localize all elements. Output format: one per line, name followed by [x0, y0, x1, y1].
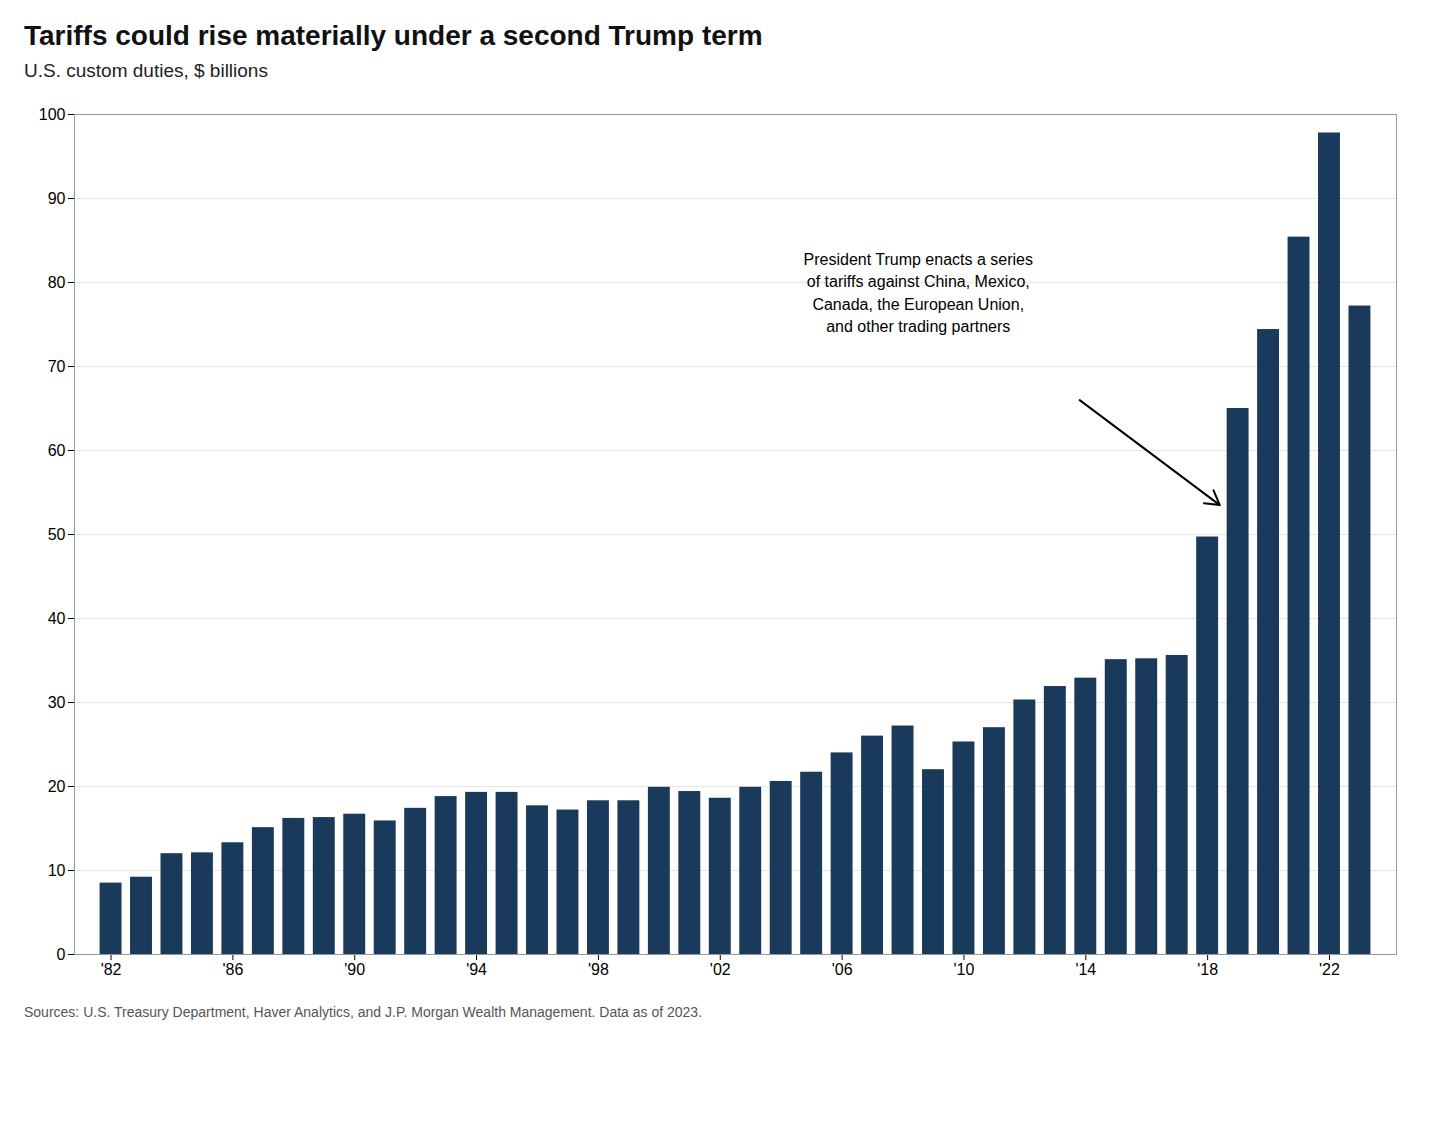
svg-text:'22: '22	[1319, 961, 1340, 978]
svg-text:'90: '90	[344, 961, 365, 978]
svg-text:90: 90	[48, 190, 66, 207]
svg-text:'82: '82	[101, 961, 122, 978]
svg-text:'86: '86	[222, 961, 243, 978]
svg-text:50: 50	[48, 526, 66, 543]
svg-text:0: 0	[57, 946, 66, 963]
svg-text:30: 30	[48, 694, 66, 711]
svg-text:President Trump enacts a serie: President Trump enacts a seriesof tariff…	[804, 251, 1033, 335]
svg-text:'94: '94	[466, 961, 487, 978]
svg-text:10: 10	[48, 862, 66, 879]
svg-text:'98: '98	[588, 961, 609, 978]
svg-text:'18: '18	[1197, 961, 1218, 978]
svg-text:'10: '10	[954, 961, 975, 978]
html-text:Tariffs could rise materially: Tariffs could rise materially under a se…	[24, 20, 763, 51]
svg-text:40: 40	[48, 610, 66, 627]
svg-text:20: 20	[48, 778, 66, 795]
html-text:U.S. custom duties, $ billions: U.S. custom duties, $ billions	[24, 60, 268, 81]
svg-text:80: 80	[48, 274, 66, 291]
svg-text:100: 100	[39, 106, 66, 123]
svg-text:'06: '06	[832, 961, 853, 978]
svg-text:60: 60	[48, 442, 66, 459]
svg-text:70: 70	[48, 358, 66, 375]
svg-text:'02: '02	[710, 961, 731, 978]
html-text:Sources: U.S. Treasury Departm: Sources: U.S. Treasury Department, Haver…	[24, 1004, 702, 1020]
svg-text:'14: '14	[1075, 961, 1096, 978]
